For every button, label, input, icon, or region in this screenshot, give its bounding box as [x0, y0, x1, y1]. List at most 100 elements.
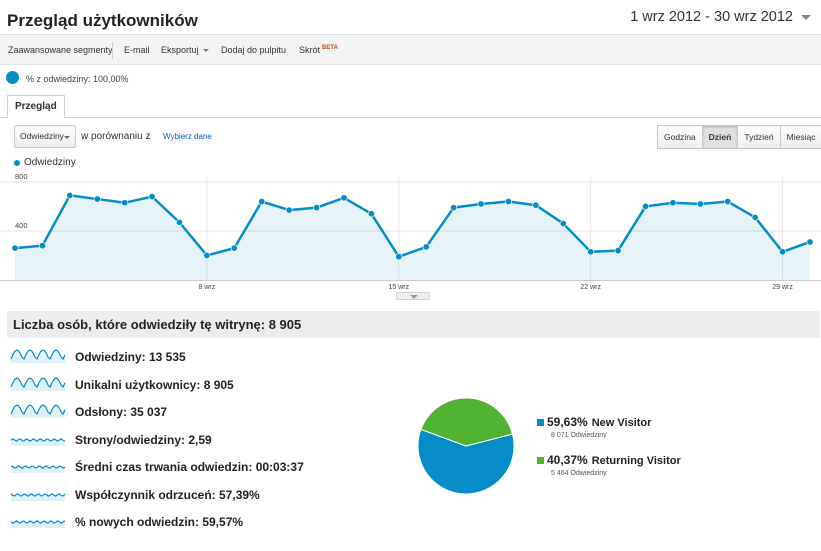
metric-label: % nowych odwiedzin: 59,57%: [75, 515, 244, 529]
add-to-dashboard-button[interactable]: Dodaj do pulpitu: [221, 45, 287, 55]
sparkline-icon: [10, 377, 66, 391]
data-point[interactable]: [313, 204, 321, 212]
visitor-type-pie-chart[interactable]: [416, 396, 516, 496]
legend-value: 40,37%: [547, 453, 588, 467]
legend-name: New Visitor: [591, 417, 652, 429]
legend-swatch: [537, 457, 544, 464]
tab-overview[interactable]: Przegląd: [7, 95, 65, 118]
data-point[interactable]: [395, 253, 403, 261]
data-point[interactable]: [230, 244, 238, 252]
advanced-segments-button[interactable]: Zaawansowane segmenty: [8, 45, 113, 55]
metric-label: Współczynnik odrzuceń: 57,39%: [75, 488, 260, 502]
legend-sub: 8 071 Odwiedziny: [551, 432, 607, 439]
export-button[interactable]: Eksportuj: [161, 45, 209, 55]
data-point[interactable]: [422, 243, 430, 251]
data-point[interactable]: [642, 202, 650, 210]
segment-pie-icon[interactable]: [6, 71, 19, 84]
period-toggle: Godzina Dzień Tydzień Miesiąc: [657, 125, 821, 149]
sparkline-icon: [10, 493, 66, 501]
data-point[interactable]: [477, 200, 485, 208]
legend-series-label: Odwiedziny: [24, 157, 76, 168]
sparkline-area: [11, 405, 65, 418]
metric-row-avg-duration[interactable]: Średni czas trwania odwiedzin: 00:03:37: [10, 457, 390, 477]
data-point[interactable]: [11, 244, 19, 252]
x-tick-label: 15 wrz: [388, 284, 409, 291]
legend-dot: [14, 160, 20, 166]
metric-label: Strony/odwiedziny: 2,59: [75, 433, 212, 447]
toolbar-divider: [112, 42, 113, 59]
legend-swatch: [537, 419, 544, 426]
data-point[interactable]: [121, 199, 129, 207]
data-point[interactable]: [93, 195, 101, 203]
sparkline-icon: [10, 520, 66, 528]
legend-pct: 59,63% New Visitor: [547, 415, 651, 429]
sparkline-icon: [10, 349, 66, 363]
data-point[interactable]: [258, 198, 266, 206]
data-point[interactable]: [587, 248, 595, 256]
data-point[interactable]: [340, 194, 348, 202]
sparkline-line: [10, 377, 66, 388]
data-point[interactable]: [38, 242, 46, 250]
export-label: Eksportuj: [161, 45, 199, 55]
caret-down-icon: [202, 49, 209, 53]
data-point[interactable]: [559, 220, 567, 228]
period-hour-button[interactable]: Godzina: [657, 125, 703, 149]
metric-row-visits[interactable]: Odwiedziny: 13 535: [10, 347, 390, 367]
data-point[interactable]: [614, 247, 622, 255]
data-point[interactable]: [669, 199, 677, 207]
sparkline-line: [10, 520, 66, 524]
summary-bar: Liczba osób, które odwiedziły tę witrynę…: [7, 311, 820, 338]
period-day-button[interactable]: Dzień: [701, 125, 739, 149]
data-point[interactable]: [450, 204, 458, 212]
email-button[interactable]: E-mail: [124, 45, 150, 55]
data-point[interactable]: [504, 198, 512, 206]
data-point[interactable]: [806, 238, 814, 246]
sparkline-line: [10, 493, 66, 497]
metric-select-value: Odwiedziny: [20, 131, 64, 141]
data-point[interactable]: [66, 191, 74, 199]
sparkline-area: [11, 350, 65, 363]
legend-pct: 40,37% Returning Visitor: [547, 453, 681, 467]
metric-row-pageviews[interactable]: Odsłony: 35 037: [10, 402, 390, 422]
data-point[interactable]: [532, 201, 540, 209]
sparkline-area: [11, 520, 65, 528]
data-point[interactable]: [148, 193, 156, 201]
metric-label: Odsłony: 35 037: [75, 405, 168, 419]
data-point[interactable]: [751, 213, 759, 221]
data-point[interactable]: [724, 198, 732, 206]
choose-metric-link[interactable]: Wybierz dane: [163, 132, 212, 141]
metric-label: Odwiedziny: 13 535: [75, 350, 186, 364]
summary-title: Liczba osób, które odwiedziły tę witrynę…: [13, 317, 302, 332]
legend-name: Returning Visitor: [591, 455, 681, 467]
sparkline-line: [10, 465, 66, 469]
series-area: [15, 195, 810, 280]
triangle-down-icon: [410, 295, 418, 299]
date-range-picker[interactable]: 1 wrz 2012 - 30 wrz 2012: [625, 5, 816, 27]
period-week-button[interactable]: Tydzień: [737, 125, 781, 149]
data-point[interactable]: [285, 206, 293, 214]
segment-label: % z odwiedziny: 100,00%: [26, 74, 129, 84]
visits-line-chart[interactable]: 400 800 8 wrz 15 wrz 22 wrz 29 wrz: [0, 170, 821, 295]
shortcut-button[interactable]: Skrót BETA: [299, 45, 338, 55]
pie-slice[interactable]: [417, 428, 515, 495]
caret-down-icon: [64, 136, 70, 139]
metric-row-new-visits[interactable]: % nowych odwiedzin: 59,57%: [10, 512, 390, 532]
metric-label: Średni czas trwania odwiedzin: 00:03:37: [75, 460, 304, 474]
chevron-down-icon: [801, 15, 811, 20]
chart-resize-handle[interactable]: [396, 292, 430, 300]
sparkline-icon: [10, 438, 66, 446]
period-month-button[interactable]: Miesiąc: [779, 125, 821, 149]
metric-select[interactable]: Odwiedziny: [14, 125, 76, 148]
pie-slice[interactable]: [420, 397, 514, 447]
data-point[interactable]: [367, 210, 375, 218]
metric-row-pages-per-visit[interactable]: Strony/odwiedziny: 2,59: [10, 430, 390, 450]
data-point[interactable]: [203, 251, 211, 259]
data-point[interactable]: [175, 218, 183, 226]
data-point[interactable]: [696, 200, 704, 208]
page-title: Przegląd użytkowników: [7, 11, 198, 30]
data-point[interactable]: [779, 248, 787, 256]
tab-divider: [0, 117, 821, 118]
series-line: [14, 194, 811, 258]
metric-row-unique-users[interactable]: Unikalni użytkownicy: 8 905: [10, 375, 390, 395]
metric-row-bounce-rate[interactable]: Współczynnik odrzuceń: 57,39%: [10, 485, 390, 505]
